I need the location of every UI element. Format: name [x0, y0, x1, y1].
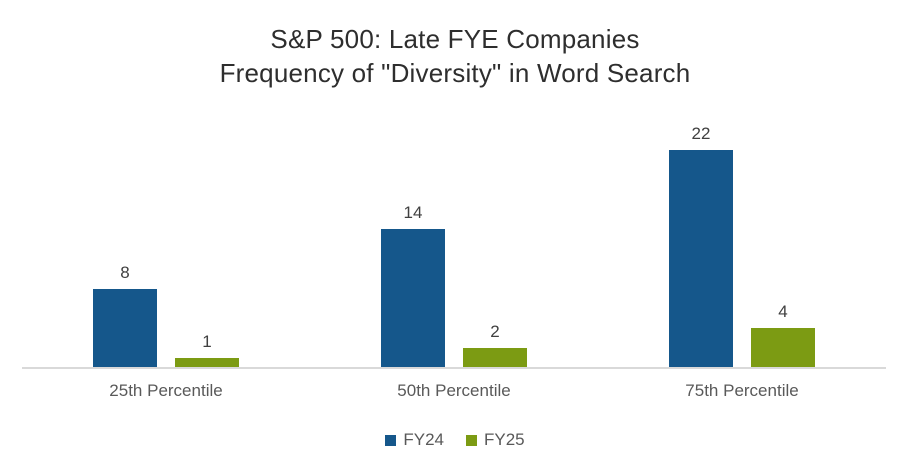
legend-item-fy25: FY25 — [466, 430, 525, 450]
category-label: 75th Percentile — [685, 381, 799, 400]
chart-title-line-1: S&P 500: Late FYE Companies — [270, 24, 640, 54]
chart-title: S&P 500: Late FYE Companies Frequency of… — [0, 22, 910, 90]
chart-title-line-2: Frequency of "Diversity" in Word Search — [219, 58, 691, 88]
x-axis-line — [22, 367, 886, 369]
bar-value-label: 14 — [403, 203, 423, 223]
legend-item-fy24: FY24 — [385, 430, 444, 450]
plot-area: 8 1 14 2 22 4 — [22, 124, 886, 368]
legend-swatch-icon — [385, 434, 397, 446]
legend-label: FY24 — [403, 430, 444, 449]
category-label: 25th Percentile — [109, 381, 223, 400]
bar-value-label: 2 — [490, 322, 500, 342]
bar-fy24-25th-percentile: 8 — [93, 263, 157, 368]
bar-fy25-25th-percentile: 1 — [175, 332, 239, 368]
bar-group: 14 2 — [310, 130, 598, 368]
bar-value-label: 4 — [778, 302, 788, 322]
bar-value-label: 1 — [202, 332, 212, 352]
legend-label: FY25 — [484, 430, 525, 449]
legend-swatch-icon — [466, 434, 477, 446]
bar-fy24-50th-percentile: 14 — [381, 203, 445, 368]
category-label: 50th Percentile — [397, 381, 511, 400]
bar-fy24-75th-percentile: 22 — [669, 124, 733, 368]
bar-fy25-50th-percentile: 2 — [463, 322, 527, 368]
legend: FY24 FY25 — [0, 430, 910, 450]
bar-value-label: 22 — [691, 123, 711, 143]
bar-group: 22 4 — [598, 124, 886, 368]
bar-value-label: 8 — [120, 262, 130, 282]
bar-fy25-75th-percentile: 4 — [751, 302, 815, 368]
category-axis: 25th Percentile 50th Percentile 75th Perce… — [22, 381, 886, 401]
